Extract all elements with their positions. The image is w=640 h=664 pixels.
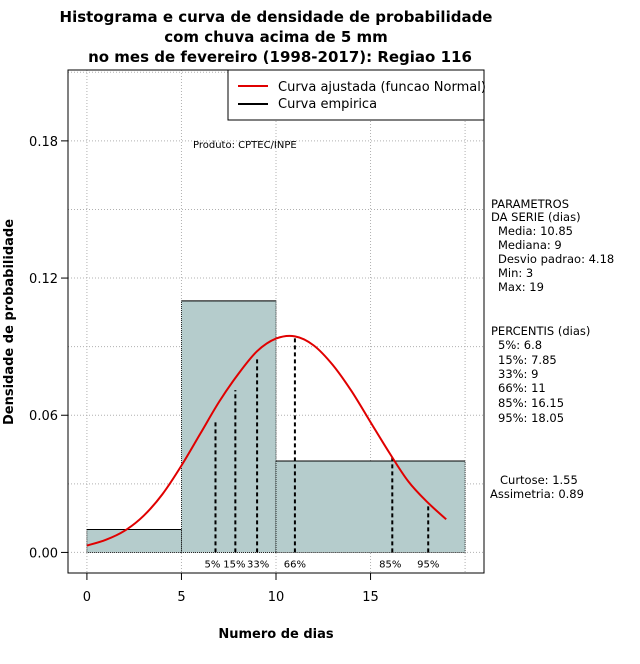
y-tick-label-0: 0.00 [29, 546, 58, 561]
percentile-label-1: 15% [223, 559, 245, 570]
chart-title-line-1: Histograma e curva de densidade de proba… [60, 8, 493, 26]
percentile-label-5: 95% [417, 559, 439, 570]
percentile-label-4: 85% [379, 559, 401, 570]
y-axis-title: Densidade de probabilidade [2, 219, 17, 425]
histogram-bar-2 [275, 460, 466, 553]
y-tick-label-1: 0.06 [29, 409, 58, 424]
percentil-33: 33%: 9 [498, 367, 538, 381]
percentil-5: 5%: 6.8 [498, 338, 542, 352]
percentile-label-0: 5% [205, 559, 221, 570]
param-mediana: Mediana: 9 [498, 238, 562, 252]
legend-label-fitted: Curva ajustada (funcao Normal) [278, 80, 486, 95]
x-tick-label-3: 15 [362, 590, 379, 605]
param-max: Max: 19 [498, 280, 544, 294]
x-tick-label-0: 0 [83, 590, 91, 605]
percentil-85: 85%: 16.15 [498, 396, 564, 410]
percentil-66: 66%: 11 [498, 381, 546, 395]
params-title-2: DA SERIE (dias) [491, 210, 581, 224]
percentil-15: 15%: 7.85 [498, 353, 557, 367]
percentil-95: 95%: 18.05 [498, 411, 564, 425]
histogram-bar-0 [86, 529, 182, 553]
fitted-normal-curve [86, 334, 447, 547]
x-axis-title: Numero de dias [218, 627, 334, 642]
assimetria: Assimetria: 0.89 [490, 487, 584, 501]
x-tick-label-2: 10 [268, 590, 285, 605]
y-axis: 0.00 0.06 0.12 0.18 [29, 135, 69, 561]
product-annotation: Produto: CPTEC/INPE [193, 140, 297, 151]
percentile-label-3: 66% [284, 559, 306, 570]
histogram-bar-1 [181, 300, 277, 553]
y-tick-label-3: 0.18 [29, 135, 58, 150]
params-title-1: PARAMETROS [491, 197, 569, 211]
percentile-markers: 5% 15% 33% 66% 85% 95% [205, 336, 439, 570]
x-tick-label-1: 5 [177, 590, 185, 605]
chart-title-line-3: no mes de fevereiro (1998-2017): Regiao … [88, 48, 472, 66]
histogram-bars [86, 300, 466, 553]
y-tick-label-2: 0.12 [29, 272, 58, 287]
param-desvio: Desvio padrao: 4.18 [498, 252, 614, 266]
chart-title-line-2: com chuva acima de 5 mm [164, 28, 388, 46]
curtose: Curtose: 1.55 [500, 473, 578, 487]
param-media: Media: 10.85 [498, 224, 573, 238]
percentis-title: PERCENTIS (dias) [491, 324, 590, 338]
legend: Curva ajustada (funcao Normal) Curva emp… [227, 69, 486, 121]
legend-box [227, 69, 485, 121]
side-panel: PARAMETROS DA SERIE (dias) Media: 10.85 … [490, 197, 614, 501]
legend-label-empirical: Curva empirica [278, 97, 377, 112]
x-axis: 0 5 10 15 [83, 572, 379, 605]
percentile-label-2: 33% [247, 559, 269, 570]
param-min: Min: 3 [498, 266, 533, 280]
